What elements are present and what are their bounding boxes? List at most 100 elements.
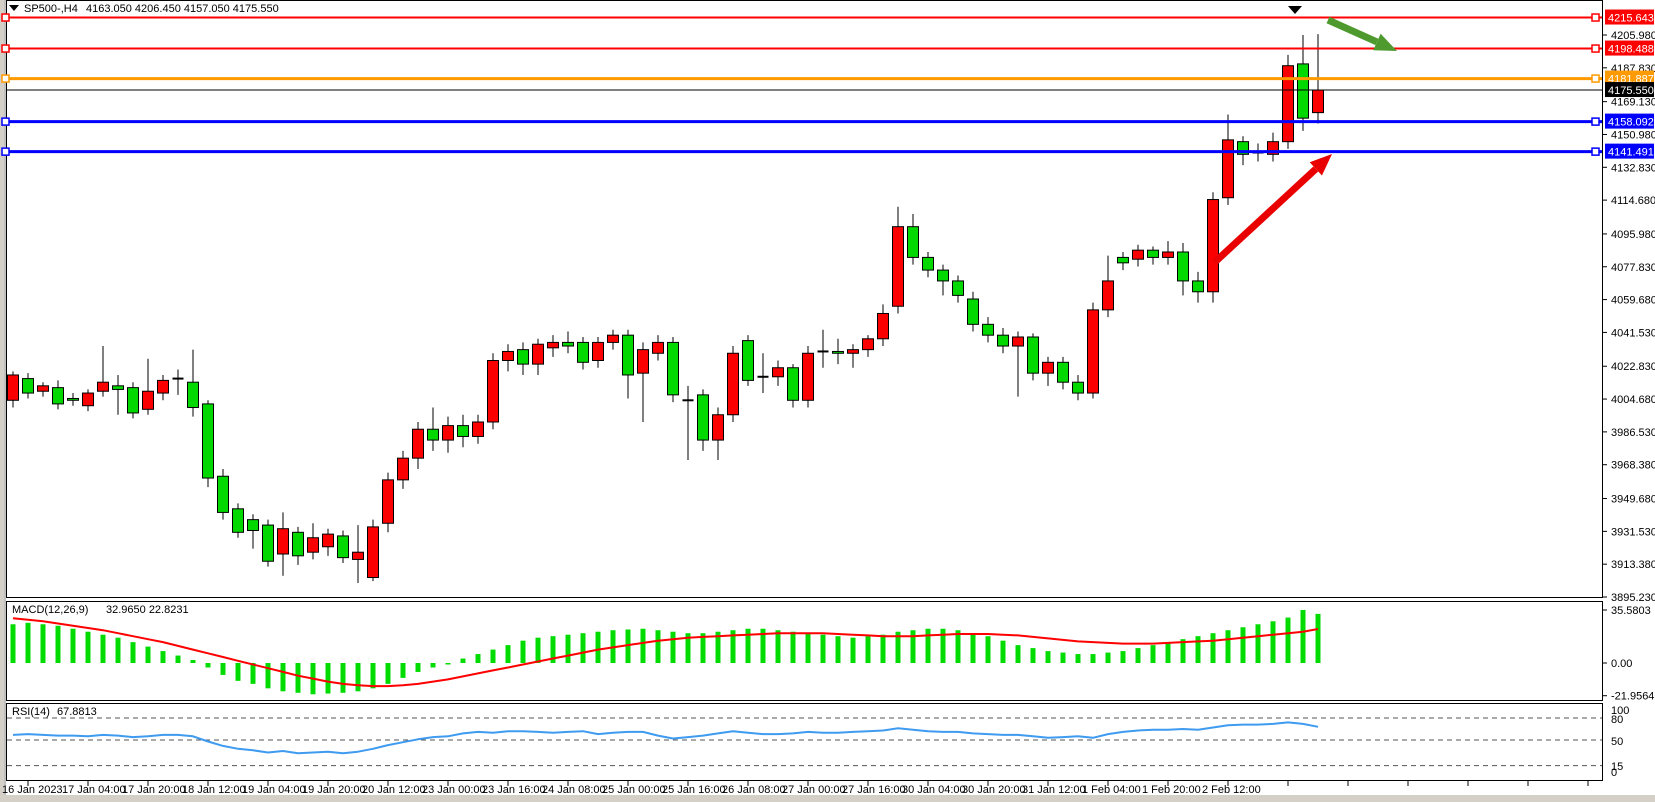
macd-histogram-bar bbox=[790, 631, 796, 663]
horizontal-line-4158.092[interactable] bbox=[1, 117, 1602, 126]
candle-body bbox=[952, 280, 964, 296]
candle-body bbox=[892, 226, 904, 307]
candle bbox=[877, 304, 889, 347]
macd-histogram-bar bbox=[1255, 624, 1261, 663]
candle-body bbox=[1297, 63, 1309, 119]
candle bbox=[907, 214, 919, 265]
candle-body bbox=[832, 350, 844, 354]
candle-body bbox=[622, 334, 634, 376]
time-marker-icon[interactable] bbox=[1288, 6, 1302, 14]
candle-body bbox=[352, 551, 364, 560]
time-label: 27 Jan 16:00 bbox=[842, 784, 906, 796]
macd-histogram-bar bbox=[550, 636, 556, 663]
horizontal-line-4141.491[interactable] bbox=[1, 147, 1602, 156]
rsi-axis-label: 80 bbox=[1611, 714, 1623, 726]
time-label: 25 Jan 16:00 bbox=[662, 784, 726, 796]
macd-histogram-bar bbox=[220, 663, 226, 675]
candle bbox=[367, 519, 379, 582]
macd-histogram-bar bbox=[55, 625, 61, 663]
candle bbox=[502, 344, 514, 372]
macd-histogram-bar bbox=[1165, 642, 1171, 663]
macd-histogram-bar bbox=[505, 645, 511, 663]
candle-body bbox=[97, 381, 109, 392]
drawn-arrows[interactable] bbox=[1212, 16, 1397, 265]
macd-histogram-bar bbox=[1240, 627, 1246, 663]
red-arrow-head[interactable] bbox=[1309, 154, 1332, 176]
title-dropdown-icon[interactable] bbox=[9, 5, 19, 11]
macd-histogram-bar bbox=[25, 622, 31, 663]
macd-histogram-bar bbox=[1030, 648, 1036, 663]
candle bbox=[847, 344, 859, 368]
price-badge-label: 4141.491 bbox=[1608, 147, 1654, 159]
green-arrow-shaft[interactable] bbox=[1326, 16, 1379, 46]
line-handle-left[interactable] bbox=[1, 147, 10, 156]
horizontal-line-4181.887[interactable] bbox=[1, 74, 1602, 83]
candle-body bbox=[472, 421, 484, 437]
candle-body bbox=[502, 350, 514, 361]
red-arrow-shaft[interactable] bbox=[1212, 166, 1319, 265]
candle bbox=[742, 335, 754, 386]
macd-histogram-bar bbox=[580, 633, 586, 663]
rsi-axis-label: 0 bbox=[1611, 767, 1617, 779]
macd-histogram-bar bbox=[1015, 645, 1021, 663]
macd-histogram-bar bbox=[10, 624, 16, 663]
line-handle-left[interactable] bbox=[1, 44, 10, 53]
line-handle-right[interactable] bbox=[1591, 13, 1600, 22]
red-arrow[interactable] bbox=[1212, 154, 1332, 265]
ohlc-values-label: 4163.050 4206.450 4157.050 4175.550 bbox=[86, 3, 279, 15]
candle bbox=[772, 360, 784, 386]
candle bbox=[832, 338, 844, 365]
macd-histogram-bar bbox=[1060, 652, 1066, 663]
macd-histogram-bar bbox=[985, 636, 991, 663]
candle bbox=[22, 373, 34, 399]
candle bbox=[667, 336, 679, 403]
line-handle-left[interactable] bbox=[1, 13, 10, 22]
candle bbox=[712, 407, 724, 460]
macd-histogram-bar bbox=[700, 633, 706, 663]
candle bbox=[202, 400, 214, 488]
green-arrow[interactable] bbox=[1326, 16, 1397, 51]
macd-histogram-bar bbox=[475, 654, 481, 663]
status-strip bbox=[0, 795, 1655, 802]
line-handle-left[interactable] bbox=[1, 117, 10, 126]
price-badge bbox=[1605, 82, 1654, 98]
candle-body bbox=[697, 394, 709, 441]
line-handle-right[interactable] bbox=[1591, 147, 1600, 156]
macd-histogram-bar bbox=[265, 663, 271, 689]
candle-body bbox=[562, 341, 574, 347]
candle-body bbox=[337, 535, 349, 559]
macd-histogram-bar bbox=[565, 634, 571, 663]
horizontal-lines[interactable] bbox=[1, 13, 1602, 156]
line-handle-left[interactable] bbox=[1, 74, 10, 83]
candle-body bbox=[322, 533, 334, 548]
macd-histogram-bar bbox=[640, 628, 646, 663]
candle-body bbox=[307, 537, 319, 553]
green-arrow-head[interactable] bbox=[1373, 33, 1397, 51]
macd-histogram-bar bbox=[745, 628, 751, 663]
macd-histogram-bar bbox=[880, 634, 886, 663]
candle bbox=[1072, 374, 1084, 401]
candle bbox=[637, 342, 649, 422]
line-handle-right[interactable] bbox=[1591, 74, 1600, 83]
candle-body bbox=[1132, 249, 1144, 260]
macd-histogram-bar bbox=[865, 636, 871, 663]
price-tick-label: 4150.980 bbox=[1611, 129, 1655, 141]
horizontal-line-4215.643[interactable] bbox=[1, 13, 1602, 22]
candle bbox=[442, 416, 454, 453]
price-badge bbox=[1605, 40, 1654, 56]
line-handle-right[interactable] bbox=[1591, 117, 1600, 126]
line-handle-right[interactable] bbox=[1591, 44, 1600, 53]
time-label: 23 Jan 00:00 bbox=[422, 784, 486, 796]
horizontal-line-4198.488[interactable] bbox=[1, 44, 1602, 53]
candle-body bbox=[532, 343, 544, 365]
time-label: 19 Jan 20:00 bbox=[302, 784, 366, 796]
candle-body bbox=[142, 390, 154, 410]
rsi-name-label: RSI(14) bbox=[12, 706, 50, 718]
candle-body bbox=[1177, 251, 1189, 282]
macd-histogram-bar bbox=[1000, 640, 1006, 663]
macd-histogram-bar bbox=[670, 631, 676, 663]
candle-body bbox=[1012, 336, 1024, 347]
candle bbox=[187, 349, 199, 417]
